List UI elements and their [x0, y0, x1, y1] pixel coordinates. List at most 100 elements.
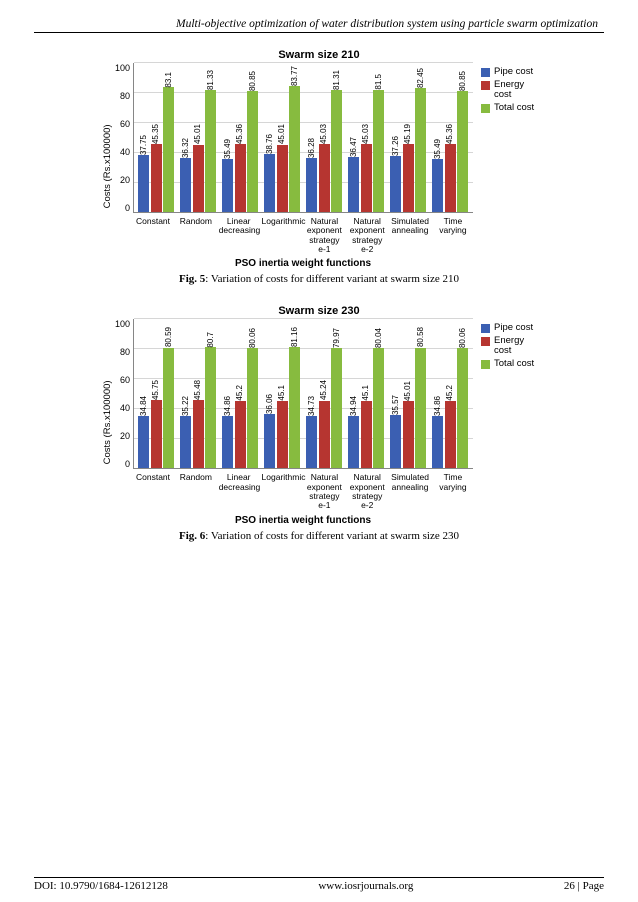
bar: 80.59 [163, 348, 174, 469]
y-axis-label: Costs (Rs.x100000) [100, 63, 115, 269]
legend-label: Total cost [494, 359, 534, 369]
y-tick: 100 [115, 63, 130, 73]
figure-caption: Fig. 5: Variation of costs for different… [34, 273, 604, 285]
bar-value-label: 81.16 [290, 326, 299, 347]
bar-value-label: 34.86 [433, 395, 442, 416]
bar-value-label: 35.57 [391, 394, 400, 415]
plot-area: 37.7545.3583.136.3245.0181.3335.4945.368… [133, 63, 473, 213]
bar-value-label: 34.94 [349, 395, 358, 416]
header-rule [34, 32, 604, 33]
figure-caption-text: : Variation of costs for different varia… [205, 273, 459, 285]
legend-item: Energy cost [481, 336, 538, 356]
bar-value-label: 80.06 [248, 327, 257, 348]
bar: 81.33 [205, 90, 216, 212]
bar-value-label: 45.01 [277, 123, 286, 144]
bar: 45.2 [235, 401, 246, 469]
footer-doi: DOI: 10.9790/1684-12612128 [34, 880, 168, 892]
y-tick: 20 [120, 431, 130, 441]
bar-value-label: 35.22 [181, 395, 190, 416]
bar: 45.03 [319, 144, 330, 212]
legend-label: Pipe cost [494, 67, 533, 77]
bar: 45.1 [361, 401, 372, 469]
x-category-label: Random [176, 217, 216, 254]
bar-group: 34.9445.180.04 [348, 348, 384, 468]
bar: 82.45 [415, 88, 426, 212]
x-category-label: Natural exponent strategy e-1 [304, 217, 344, 254]
legend-item: Energy cost [481, 80, 538, 100]
x-category-label: Random [176, 473, 216, 510]
bar-value-label: 45.36 [235, 123, 244, 144]
y-ticks: 100806040200 [115, 63, 133, 213]
x-category-label: Simulated annealing [390, 473, 430, 510]
bar: 45.03 [361, 144, 372, 212]
bar-group: 36.3245.0181.33 [180, 90, 216, 212]
x-category-label: Time varying [433, 217, 473, 254]
legend-item: Total cost [481, 359, 538, 369]
legend-swatch [481, 337, 490, 346]
bar-value-label: 35.49 [223, 138, 232, 159]
page-header-title: Multi-objective optimization of water di… [34, 18, 604, 30]
footer-site: www.iosrjournals.org [318, 880, 413, 892]
legend-swatch [481, 81, 490, 90]
y-tick: 80 [120, 347, 130, 357]
bar-value-label: 45.1 [361, 384, 370, 401]
bar: 35.49 [432, 159, 443, 212]
x-category-label: Simulated annealing [390, 217, 430, 254]
x-category-label: Logarithmic [262, 473, 302, 510]
x-category-label: Constant [133, 217, 173, 254]
bar-value-label: 34.73 [307, 395, 316, 416]
legend: Pipe cost Energy cost Total cost [473, 63, 538, 269]
x-axis-label: PSO inertia weight functions [133, 515, 473, 526]
bar: 80.04 [373, 348, 384, 468]
bar: 80.06 [247, 348, 258, 468]
bar-value-label: 38.76 [265, 133, 274, 154]
bar-group: 37.7545.3583.1 [138, 87, 174, 212]
bar-value-label: 45.48 [193, 379, 202, 400]
bar-group: 35.5745.0180.58 [390, 348, 426, 469]
bar: 81.5 [373, 90, 384, 212]
x-category-label: Constant [133, 473, 173, 510]
legend-swatch [481, 104, 490, 113]
bar: 80.7 [205, 347, 216, 468]
footer-page: 26 | Page [564, 880, 604, 892]
legend-swatch [481, 360, 490, 369]
y-tick: 20 [120, 175, 130, 185]
bar-value-label: 80.59 [164, 326, 173, 347]
bar: 36.06 [264, 414, 275, 468]
plot-area: 34.8445.7580.5935.2245.4880.734.8645.280… [133, 319, 473, 469]
bar: 36.32 [180, 158, 191, 212]
x-category-label: Linear decreasing [219, 473, 259, 510]
legend-label: Energy cost [494, 80, 538, 100]
bar-value-label: 45.1 [277, 384, 286, 401]
bar-value-label: 80.58 [416, 326, 425, 347]
bar-value-label: 35.49 [433, 138, 442, 159]
bar-value-label: 81.31 [332, 69, 341, 90]
bar-value-label: 45.01 [193, 123, 202, 144]
y-tick: 60 [120, 119, 130, 129]
bar-value-label: 82.45 [416, 67, 425, 88]
gridline [134, 318, 473, 319]
y-tick: 40 [120, 403, 130, 413]
legend-item: Total cost [481, 103, 538, 113]
bar-value-label: 80.85 [458, 70, 467, 91]
bar: 35.22 [180, 416, 191, 469]
bar: 35.57 [390, 415, 401, 468]
bar: 83.77 [289, 86, 300, 212]
bar: 35.49 [222, 159, 233, 212]
bar-group: 37.2645.1982.45 [390, 88, 426, 212]
bar-group: 36.0645.181.16 [264, 347, 300, 469]
bar-value-label: 81.33 [206, 69, 215, 90]
bar-group: 34.7345.2479.97 [306, 348, 342, 468]
bar-group: 35.4945.3680.85 [222, 91, 258, 212]
bar: 34.84 [138, 416, 149, 468]
bar-value-label: 45.01 [403, 380, 412, 401]
bar-value-label: 83.1 [164, 71, 173, 88]
legend-label: Total cost [494, 103, 534, 113]
charts-host: Swarm size 210Costs (Rs.x100000)10080604… [34, 43, 604, 542]
bar: 81.31 [331, 90, 342, 212]
bar: 45.35 [151, 144, 162, 212]
bar: 45.75 [151, 400, 162, 469]
figure-number: Fig. 5 [179, 273, 205, 285]
bar: 45.01 [193, 145, 204, 213]
x-category-label: Natural exponent strategy e-2 [347, 217, 387, 254]
